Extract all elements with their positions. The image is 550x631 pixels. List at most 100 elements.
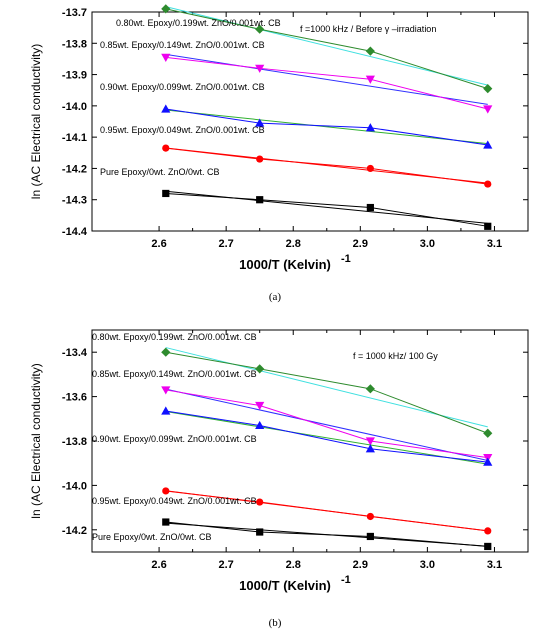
data-point — [365, 437, 375, 446]
series-line — [165, 56, 488, 110]
data-point — [256, 155, 264, 163]
y-tick-label: -14.2 — [62, 525, 87, 537]
data-point — [255, 420, 265, 430]
data-point — [162, 487, 170, 495]
series-fit-line — [165, 6, 488, 86]
x-tick-label: 2.7 — [219, 238, 234, 250]
data-point — [161, 104, 171, 113]
data-point — [256, 196, 264, 204]
plot-frame — [91, 11, 529, 232]
figure-caption: (b) — [269, 617, 282, 629]
x-axis-label-exponent: -1 — [341, 253, 351, 265]
data-point — [162, 518, 170, 526]
data-point — [484, 542, 492, 551]
data-point — [161, 386, 171, 395]
x-tick-label: 2.7 — [219, 559, 234, 571]
data-point — [255, 364, 265, 374]
data-point — [483, 140, 493, 149]
x-tick-label: 3.0 — [420, 559, 435, 571]
data-point — [365, 75, 375, 84]
y-tick-label: -14.2 — [62, 163, 87, 175]
data-point — [484, 222, 492, 230]
series-5: Pure Epoxy/0wt. ZnO/0wt. CB — [100, 167, 492, 230]
y-axis-label: ln (AC Electrical conductivity) — [29, 363, 43, 518]
series-2: 0.85wt. Epoxy/0.149wt. ZnO/0.001wt. CB — [92, 369, 493, 463]
chart-panel-b: 2.6 2.7 2.8 2.9 3.0 3.1 -13.4 -13.6 -13.8 -14.0 -1… — [29, 329, 529, 593]
series-label: 0.85wt. Epoxy/0.149wt. ZnO/0.001wt. CB — [92, 369, 257, 379]
data-point — [162, 189, 170, 198]
data-point — [255, 64, 265, 73]
data-point — [483, 84, 493, 94]
data-point — [365, 123, 375, 132]
series-3: 0.90wt. Epoxy/0.099wt. ZnO/0.001wt. CB — [100, 82, 493, 149]
x-axis-label: 1000/T (Kelvin) — [239, 257, 331, 272]
data-point — [366, 203, 374, 212]
series-4: 0.95wt. Epoxy/0.049wt. ZnO/0.001wt. CB — [100, 125, 492, 188]
x-tick-label: 2.9 — [353, 238, 368, 250]
y-tick-label: -13.8 — [62, 38, 87, 50]
data-point — [365, 444, 375, 453]
data-point — [161, 406, 171, 415]
y-axis-label: ln (AC Electrical conductivity) — [29, 44, 43, 199]
series-line — [165, 192, 488, 227]
series-label: 0.90wt. Epoxy/0.099wt. ZnO/0.001wt. CB — [100, 82, 265, 92]
data-point — [255, 401, 265, 411]
series-line — [165, 490, 488, 532]
data-point — [161, 53, 171, 62]
x-tick-label: 3.0 — [420, 238, 435, 250]
series-2: 0.85wt. Epoxy/0.149wt. ZnO/0.001wt. CB — [100, 40, 493, 114]
data-point — [365, 46, 375, 56]
data-point — [365, 384, 375, 394]
series-label: 0.80wt. Epoxy/0.199wt. ZnO/0.001wt. CB — [92, 332, 257, 342]
series-line — [165, 147, 488, 185]
x-tick-label: 2.8 — [286, 559, 301, 571]
y-tick-label: -13.8 — [62, 436, 87, 448]
x-tick-label: 3.1 — [487, 238, 502, 250]
series-1: 0.80wt. Epoxy/0.199wt. ZnO/0.001wt. CB — [116, 4, 493, 94]
x-tick-label: 3.1 — [487, 559, 502, 571]
series-1: 0.80wt. Epoxy/0.199wt. ZnO/0.001wt. CB — [92, 332, 493, 438]
series-line — [165, 410, 488, 463]
series-fit-line — [165, 109, 488, 145]
condition-label: f = 1000 kHz/ 100 Gy — [353, 351, 438, 361]
x-tick-label: 2.6 — [151, 559, 166, 571]
y-tick-label: -13.7 — [62, 7, 87, 19]
series-label: Pure Epoxy/0wt. ZnO/0wt. CB — [92, 532, 212, 542]
series-3: 0.90wt. Epoxy/0.099wt. ZnO/0.001wt. CB — [92, 406, 493, 466]
data-point — [483, 105, 493, 114]
x-axis-label-exponent: -1 — [341, 574, 351, 586]
y-tick-label: -13.9 — [62, 70, 87, 82]
series-label: Pure Epoxy/0wt. ZnO/0wt. CB — [100, 167, 220, 177]
series-4: 0.95wt. Epoxy/0.049wt. ZnO/0.001wt. CB — [92, 487, 492, 535]
series-label: 0.95wt. Epoxy/0.049wt. ZnO/0.001wt. CB — [92, 496, 257, 506]
series-fit-line — [165, 388, 488, 461]
y-tick-label: -14.4 — [62, 226, 88, 238]
data-point — [483, 457, 493, 466]
y-tick-label: -14.1 — [62, 132, 87, 144]
series-fit-line — [165, 347, 488, 428]
y-tick-label: -14.0 — [62, 480, 87, 492]
x-tick-label: 2.9 — [353, 559, 368, 571]
figure-caption: (a) — [269, 291, 282, 303]
data-point — [162, 144, 170, 152]
data-point — [366, 512, 374, 521]
series-line — [165, 108, 488, 146]
series-fit-line — [165, 410, 488, 465]
data-point — [484, 180, 492, 188]
y-tick-label: -13.6 — [62, 392, 87, 404]
data-point — [366, 164, 374, 173]
series-line — [165, 389, 488, 459]
x-axis-label: 1000/T (Kelvin) — [239, 578, 331, 593]
data-point — [484, 527, 492, 535]
series-label: 0.85wt. Epoxy/0.149wt. ZnO/0.001wt. CB — [100, 40, 265, 50]
condition-label: f =1000 kHz / Before γ –irradiation — [300, 24, 436, 34]
series-line — [165, 8, 488, 90]
data-point — [255, 118, 265, 127]
data-point — [161, 4, 171, 14]
data-point — [256, 528, 264, 536]
x-tick-label: 2.8 — [286, 238, 301, 250]
series-line — [165, 521, 488, 547]
data-point — [366, 532, 374, 541]
y-tick-label: -14.3 — [62, 195, 87, 207]
